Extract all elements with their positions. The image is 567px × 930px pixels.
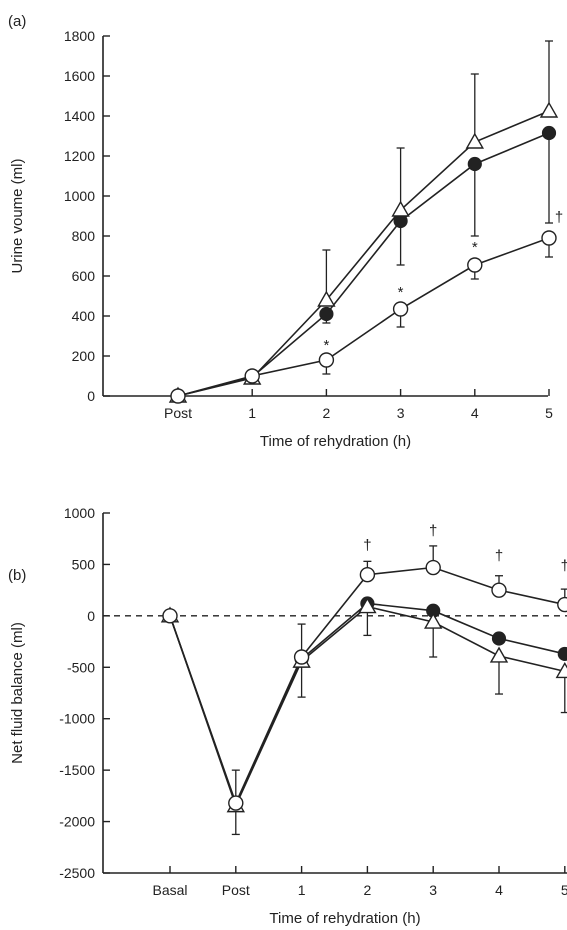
- x-tick-label: 1: [248, 405, 256, 421]
- data-point-open-triangle: [555, 661, 567, 679]
- x-tick-label: 3: [429, 882, 437, 898]
- y-tick-label: 1600: [64, 68, 95, 84]
- panel-a-urine-volume-chart: (a) 0 200 400 600 800 1000 1200 1400 1600 1800 Post…: [8, 13, 563, 450]
- data-point-open-circle: [557, 596, 567, 613]
- series-open-triangle: [177, 40, 553, 397]
- series-open-circle: [169, 545, 567, 806]
- data-point-open-triangle: [358, 597, 377, 614]
- x-tick-label: 5: [561, 882, 567, 898]
- x-tick-label: 5: [545, 405, 553, 421]
- significance-marker: †: [561, 558, 567, 575]
- panel-label: (a): [8, 13, 26, 30]
- y-tick-label: 800: [72, 228, 96, 244]
- y-axis-title: Net fluid balance (ml): [9, 622, 26, 764]
- x-tick-label: Post: [164, 405, 192, 421]
- significance-marker: *: [472, 239, 478, 256]
- series-open-circle: [177, 237, 553, 397]
- data-point-open-circle: [467, 257, 483, 273]
- y-tick-label: 200: [72, 348, 96, 364]
- data-point-open-circle: [541, 230, 557, 246]
- series-filled-circle: [177, 132, 553, 397]
- data-point-filled-circle: [491, 631, 507, 646]
- data-point-filled-circle: [319, 306, 334, 322]
- y-tick-label: -1000: [59, 711, 95, 727]
- y-tick-label: -500: [67, 659, 95, 675]
- x-tick-label: Post: [222, 882, 250, 898]
- significance-marker: †: [495, 547, 503, 564]
- y-tick-label: 500: [72, 556, 96, 572]
- y-tick-label: 1800: [64, 28, 95, 44]
- data-point-open-triangle: [489, 646, 509, 663]
- data-point-open-triangle: [317, 290, 336, 307]
- data-point-open-circle: [491, 582, 507, 598]
- x-tick-label: 4: [471, 405, 479, 421]
- data-point-filled-circle: [541, 125, 557, 141]
- y-tick-label: 1000: [64, 505, 95, 521]
- x-tick-label: 2: [323, 405, 331, 421]
- data-point-open-circle: [392, 301, 409, 317]
- data-point-open-circle: [244, 368, 260, 384]
- significance-marker: †: [429, 523, 437, 540]
- panel-b-net-fluid-balance-chart: (b) -2500 -2000 -1500 -1000 -500 0 500 1000 Basal…: [8, 505, 567, 927]
- y-tick-label: -1500: [59, 762, 95, 778]
- y-tick-label: 0: [87, 608, 95, 624]
- x-tick-label: 3: [397, 405, 405, 421]
- series-line: [177, 110, 550, 397]
- data-point-filled-circle: [557, 646, 567, 662]
- y-tick-label: 1200: [64, 148, 95, 164]
- y-tick-label: -2000: [59, 814, 95, 830]
- data-point-open-circle: [318, 352, 335, 368]
- x-tick-label: 4: [495, 882, 503, 898]
- significance-marker: *: [323, 337, 329, 354]
- series-line: [177, 237, 550, 397]
- data-point-open-circle: [162, 608, 178, 624]
- y-tick-label: -2500: [59, 865, 95, 881]
- panel-label: (b): [8, 567, 26, 584]
- x-axis-title: Time of rehydration (h): [260, 433, 411, 450]
- significance-marker: †: [555, 209, 563, 226]
- significance-marker: †: [363, 537, 371, 554]
- series-line: [177, 132, 550, 397]
- x-tick-label: 1: [298, 882, 306, 898]
- x-tick-label: Basal: [152, 882, 187, 898]
- data-point-open-circle: [228, 795, 244, 811]
- data-point-open-circle: [425, 559, 441, 576]
- y-tick-label: 1400: [64, 108, 95, 124]
- y-tick-label: 400: [72, 308, 96, 324]
- data-point-open-circle: [170, 388, 186, 404]
- data-point-filled-circle: [467, 156, 482, 172]
- y-tick-label: 0: [87, 388, 95, 404]
- data-point-open-triangle: [391, 200, 410, 217]
- y-tick-label: 600: [72, 268, 96, 284]
- data-point-open-circle: [359, 567, 376, 583]
- x-tick-label: 2: [364, 882, 372, 898]
- data-point-open-triangle: [465, 132, 485, 149]
- y-tick-label: 1000: [64, 188, 95, 204]
- data-point-open-triangle: [423, 612, 443, 629]
- significance-marker: *: [398, 284, 404, 301]
- data-point-open-triangle: [539, 101, 559, 118]
- x-axis-title: Time of rehydration (h): [269, 910, 420, 927]
- y-axis-title: Urine voume (ml): [9, 158, 26, 273]
- data-point-open-circle: [293, 649, 310, 665]
